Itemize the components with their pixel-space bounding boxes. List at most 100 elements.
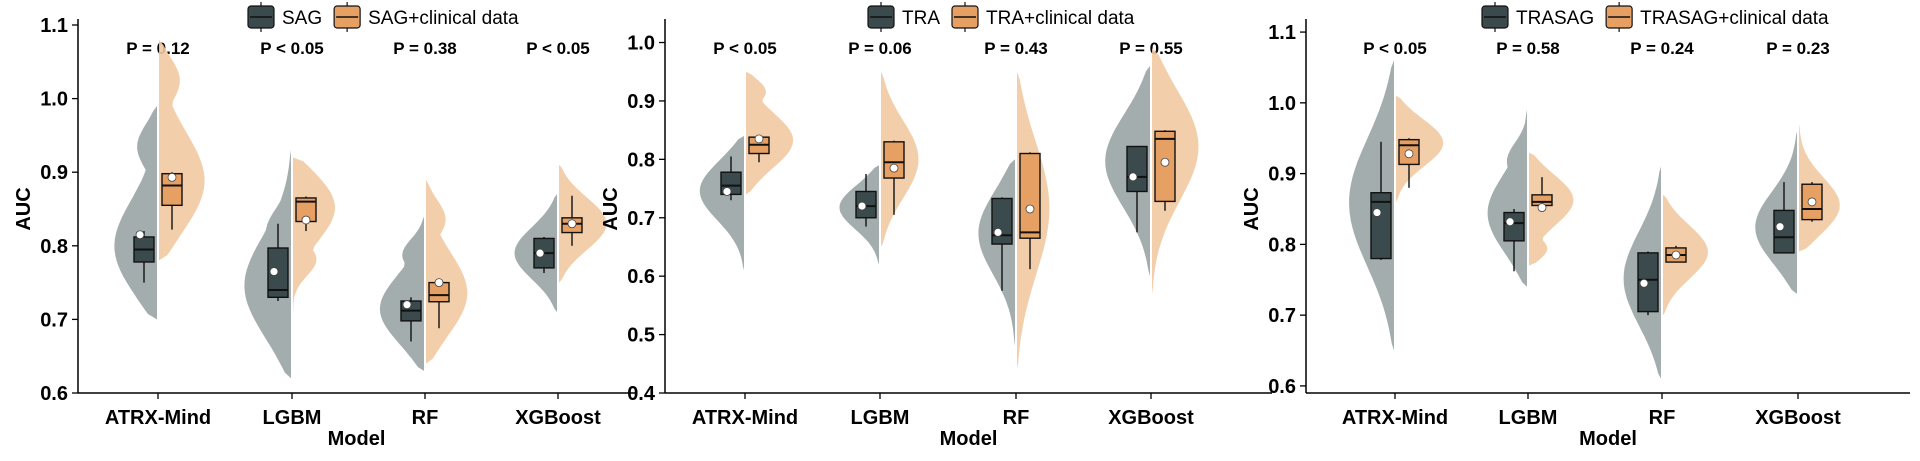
y-tick-label: 0.9 <box>627 91 655 113</box>
p-value-label: P < 0.05 <box>1363 39 1427 58</box>
x-tick-label: RF <box>1003 407 1030 429</box>
panel-1: 0.6 0.7 0.8 0.9 1.0 1.1 AUC Model SAG SAG+clinica… <box>13 2 635 450</box>
mean-point-baseline <box>269 267 279 276</box>
group-rf: RF P = 0.43 <box>978 39 1050 429</box>
x-tick-label: RF <box>1649 407 1676 429</box>
violin-baseline <box>699 135 744 271</box>
legend: TRASAG TRASAG+clinical data <box>1481 2 1829 32</box>
x-axis-label: Model <box>328 428 386 450</box>
violin-baseline <box>1487 109 1527 287</box>
x-tick-label: XGBoost <box>515 407 601 429</box>
legend-label-clinical: TRASAG+clinical data <box>1640 8 1829 29</box>
p-value-label: P < 0.05 <box>713 39 777 58</box>
x-tick-label: LGBM <box>263 407 322 429</box>
p-value-label: P = 0.12 <box>126 39 190 58</box>
y-tick-label: 0.6 <box>40 383 68 405</box>
p-value-label: P = 0.23 <box>1766 39 1830 58</box>
mean-point-clinical <box>889 163 899 173</box>
violin-clinical <box>559 164 607 283</box>
y-tick-label: 0.9 <box>40 162 68 184</box>
violin-clinical <box>159 39 205 261</box>
violin-clinical <box>1529 152 1574 266</box>
mean-point-clinical <box>1404 149 1414 159</box>
group-atrx-mind: ATRX-Mind P = 0.12 <box>105 39 211 429</box>
group-atrx-mind: ATRX-Mind P < 0.05 <box>692 39 798 429</box>
mean-point-clinical <box>754 134 764 144</box>
p-value-label: P < 0.05 <box>260 39 324 58</box>
x-tick-label: LGBM <box>1499 407 1558 429</box>
group-lgbm: LGBM P < 0.05 <box>244 39 335 429</box>
box-baseline <box>1773 209 1795 254</box>
x-tick-label: ATRX-Mind <box>692 407 798 429</box>
y-tick-label: 0.7 <box>1268 305 1296 327</box>
mean-point-baseline <box>1505 217 1515 227</box>
group-rf: RF P = 0.24 <box>1623 39 1708 429</box>
legend-label-clinical: TRA+clinical data <box>986 8 1135 29</box>
mean-point-baseline <box>402 300 412 310</box>
violin-baseline <box>379 216 424 371</box>
y-tick-label: 0.4 <box>627 383 656 405</box>
y-tick-label: 0.9 <box>1268 164 1296 186</box>
x-tick-label: XGBoost <box>1755 407 1841 429</box>
mean-point-baseline <box>722 187 732 196</box>
box-baseline <box>1503 211 1525 242</box>
group-lgbm: LGBM P = 0.06 <box>839 39 919 429</box>
y-tick-label: 1.0 <box>627 33 655 55</box>
violin-baseline <box>114 105 157 320</box>
panel-2: 0.4 0.5 0.6 0.7 0.8 0.9 1.0 AUC Model TRA TRA+clin… <box>600 2 1272 450</box>
p-value-label: P = 0.43 <box>984 39 1048 58</box>
mean-point-baseline <box>135 230 145 240</box>
x-tick-label: RF <box>412 407 439 429</box>
group-atrx-mind: ATRX-Mind P < 0.05 <box>1342 39 1448 429</box>
mean-point-clinical <box>434 278 444 288</box>
p-value-label: P = 0.24 <box>1630 39 1694 58</box>
y-axis-label: AUC <box>13 187 35 230</box>
mean-point-baseline <box>857 201 867 211</box>
y-tick-label: 0.7 <box>627 208 655 230</box>
mean-point-baseline <box>1639 278 1649 288</box>
mean-point-clinical <box>1025 204 1035 214</box>
violin-baseline <box>978 159 1015 347</box>
y-tick-label: 0.8 <box>627 149 655 171</box>
p-value-label: P = 0.58 <box>1496 39 1560 58</box>
mean-point-clinical <box>1160 157 1170 167</box>
y-tick-label: 1.1 <box>1268 22 1296 44</box>
mean-point-clinical <box>1807 197 1817 207</box>
y-tick-label: 0.8 <box>1268 234 1296 256</box>
y-axis-label: AUC <box>1241 187 1263 230</box>
x-axis-label: Model <box>1579 428 1637 450</box>
group-xgboost: XGBoost P = 0.23 <box>1755 39 1841 429</box>
legend-label-baseline: TRA <box>902 8 940 29</box>
y-tick-label: 0.7 <box>40 309 68 331</box>
mean-point-clinical <box>1537 203 1547 212</box>
box-baseline <box>1126 145 1148 193</box>
mean-point-baseline <box>1775 222 1785 232</box>
y-tick-label: 0.6 <box>1268 376 1296 398</box>
group-rf: RF P = 0.38 <box>379 39 468 429</box>
y-tick-label: 0.8 <box>40 236 68 258</box>
group-lgbm: LGBM P = 0.58 <box>1487 39 1574 429</box>
mean-point-clinical <box>567 219 577 229</box>
violin-clinical <box>746 71 794 195</box>
x-axis-label: Model <box>940 428 998 450</box>
panel-3: 0.6 0.7 0.8 0.9 1.0 1.1 AUC Model TRASAG TRASAG+c… <box>1241 2 1910 450</box>
y-axis-label: AUC <box>600 187 622 230</box>
p-value-label: P < 0.05 <box>526 39 590 58</box>
x-tick-label: LGBM <box>851 407 910 429</box>
group-xgboost: XGBoost P < 0.05 <box>514 39 607 429</box>
mean-point-clinical <box>301 215 311 225</box>
x-tick-label: XGBoost <box>1108 407 1194 429</box>
y-tick-label: 0.6 <box>627 266 655 288</box>
p-value-label: P = 0.38 <box>393 39 457 58</box>
x-tick-label: ATRX-Mind <box>1342 407 1448 429</box>
group-xgboost: XGBoost P = 0.55 <box>1105 39 1199 429</box>
mean-point-baseline <box>1128 172 1138 182</box>
x-tick-label: ATRX-Mind <box>105 407 211 429</box>
legend: SAG SAG+clinical data <box>247 2 519 32</box>
legend-label-baseline: SAG <box>282 8 322 29</box>
box-clinical <box>883 141 905 179</box>
y-tick-label: 1.1 <box>40 15 68 37</box>
legend: TRA TRA+clinical data <box>867 2 1135 32</box>
violin-clinical <box>426 179 468 364</box>
